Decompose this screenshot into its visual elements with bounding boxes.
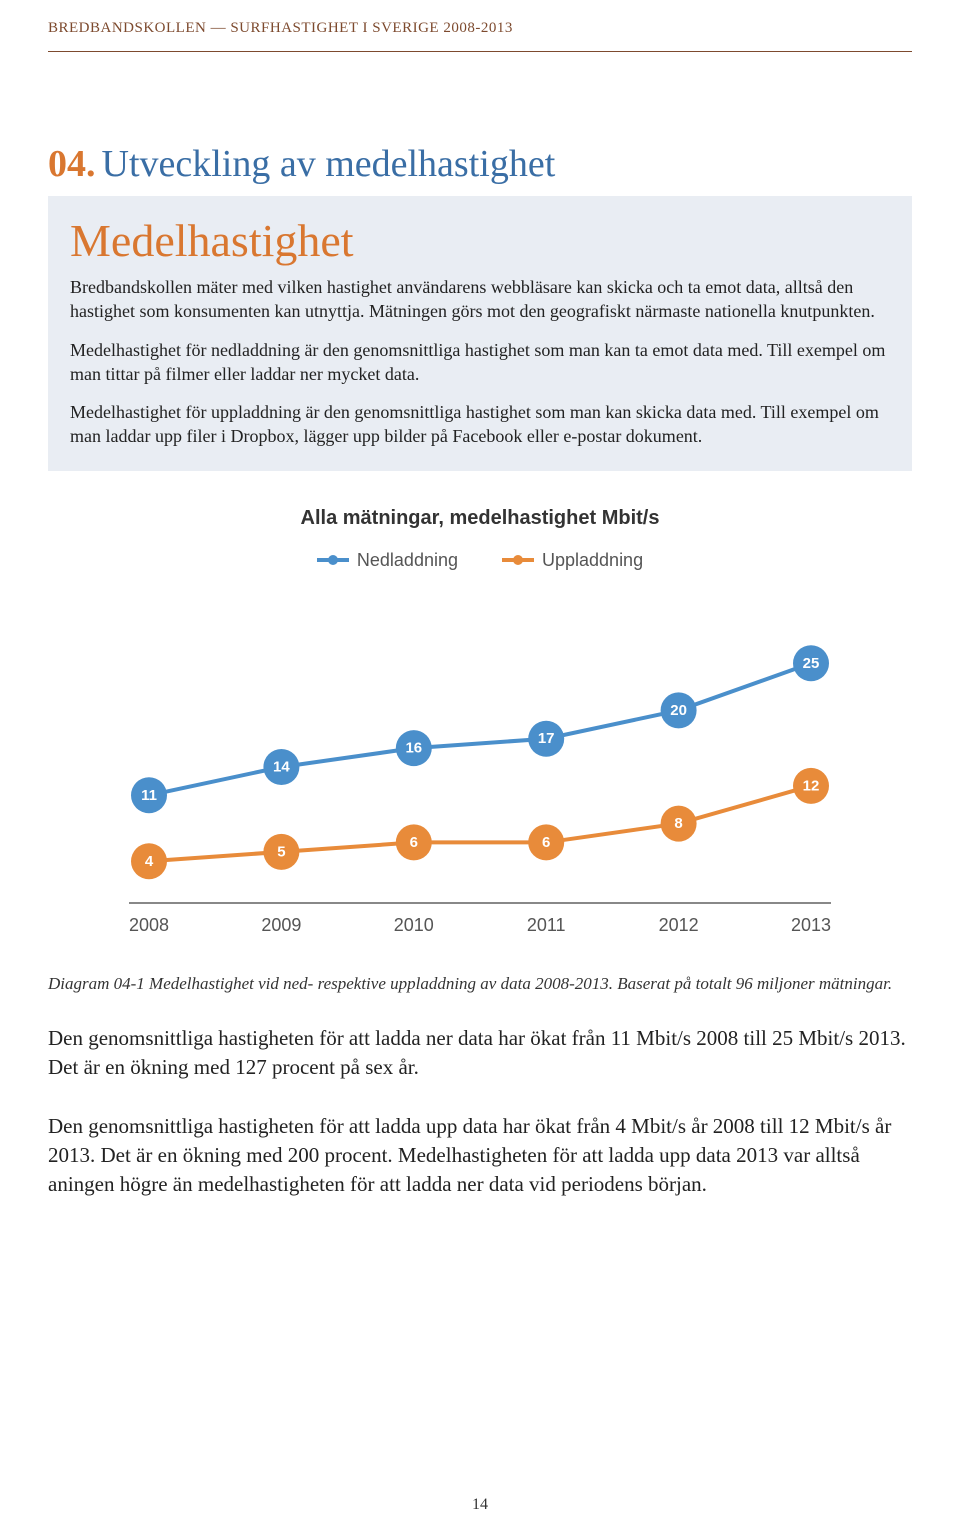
info-box: Medelhastighet Bredbandskollen mäter med… (48, 196, 912, 471)
legend-swatch-up-icon (502, 558, 534, 562)
series-up-value: 6 (410, 834, 418, 851)
series-up-value: 5 (277, 843, 285, 860)
series-down-value: 14 (273, 758, 290, 775)
x-tick-label: 2012 (659, 915, 699, 935)
series-down-value: 20 (670, 702, 687, 719)
section-title: Utveckling av medelhastighet (102, 143, 556, 185)
legend-label-up: Uppladdning (542, 550, 643, 571)
chart-caption: Diagram 04-1 Medelhastighet vid ned- res… (48, 973, 912, 996)
x-tick-label: 2011 (527, 915, 566, 935)
page-number: 14 (0, 1496, 960, 1514)
x-tick-label: 2009 (261, 915, 301, 935)
body-paragraph: Den genomsnittliga hastigheten för att l… (48, 1024, 912, 1082)
line-chart: 2008 2009 2010 2011 2012 2013 11 14 16 17 20 25 4 5 6 6… (95, 605, 865, 945)
legend-item-down: Nedladdning (317, 550, 458, 571)
series-down-value: 11 (141, 787, 157, 804)
info-paragraph: Bredbandskollen mäter med vilken hastigh… (70, 275, 890, 324)
x-tick-label: 2008 (129, 915, 169, 935)
series-up-value: 4 (145, 853, 154, 870)
page-header: BREDBANDSKOLLEN — SURFHASTIGHET I SVERIG… (48, 20, 912, 52)
x-tick-label: 2013 (791, 915, 831, 935)
series-down-value: 17 (538, 730, 555, 747)
x-tick-label: 2010 (394, 915, 434, 935)
series-down-value: 25 (803, 655, 820, 672)
series-up-value: 8 (674, 815, 682, 832)
series-up-line (149, 786, 811, 861)
series-up-value: 12 (803, 777, 820, 794)
body-paragraph: Den genomsnittliga hastigheten för att l… (48, 1112, 912, 1199)
series-down-line (149, 663, 811, 795)
section-number: 04. (48, 143, 96, 185)
chart-container: Alla mätningar, medelhastighet Mbit/s Ne… (95, 507, 865, 945)
legend-swatch-down-icon (317, 558, 349, 562)
section-heading: 04. Utveckling av medelhastighet (48, 142, 912, 186)
legend-item-up: Uppladdning (502, 550, 643, 571)
info-paragraph: Medelhastighet för uppladdning är den ge… (70, 400, 890, 449)
series-down-value: 16 (405, 739, 422, 756)
chart-legend: Nedladdning Uppladdning (95, 550, 865, 571)
series-up-value: 6 (542, 834, 550, 851)
info-paragraph: Medelhastighet för nedladdning är den ge… (70, 338, 890, 387)
info-title: Medelhastighet (70, 214, 890, 267)
chart-title: Alla mätningar, medelhastighet Mbit/s (95, 507, 865, 530)
legend-label-down: Nedladdning (357, 550, 458, 571)
